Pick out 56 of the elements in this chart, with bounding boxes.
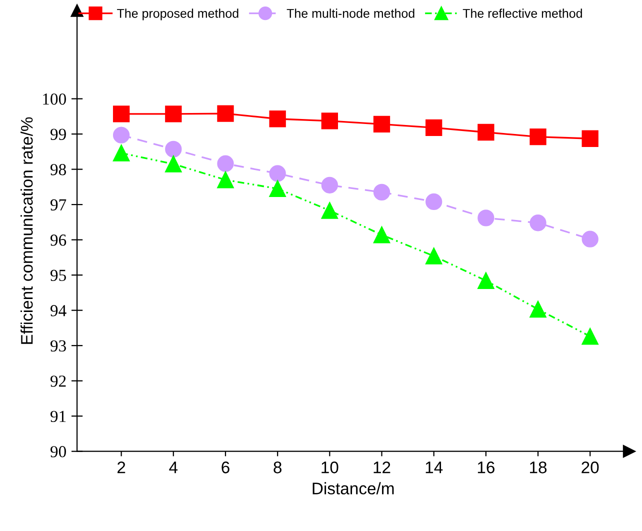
x-tick-label: 4 xyxy=(169,462,178,474)
y-tick-label: 92 xyxy=(50,376,66,387)
x-tick-label: 10 xyxy=(322,462,338,474)
point xyxy=(217,172,234,188)
point xyxy=(478,272,494,290)
point xyxy=(321,202,338,219)
point xyxy=(478,124,494,141)
legend-label: The proposed method xyxy=(117,8,238,20)
point xyxy=(165,140,182,158)
x-axis-title: Distance/m xyxy=(312,482,394,494)
point xyxy=(426,119,442,136)
point xyxy=(530,214,546,232)
y-tick-label: 99 xyxy=(50,128,66,140)
y-tick-label: 98 xyxy=(50,164,66,176)
point xyxy=(426,248,442,264)
point xyxy=(165,106,182,122)
point xyxy=(269,165,286,182)
x-tick-label: 16 xyxy=(478,462,494,474)
point xyxy=(321,176,338,194)
point xyxy=(269,180,286,198)
y-tick-label: 94 xyxy=(50,305,66,316)
x-tick-label: 2 xyxy=(118,462,126,474)
point xyxy=(373,116,390,132)
point xyxy=(373,184,390,201)
y-tick-label: 95 xyxy=(50,270,66,282)
x-tick-label: 8 xyxy=(274,462,282,474)
point xyxy=(582,230,598,248)
point xyxy=(165,156,182,172)
point xyxy=(269,110,286,128)
point xyxy=(582,130,598,147)
point xyxy=(478,210,494,226)
y-tick-label: 100 xyxy=(43,93,66,105)
y-tick-label: 93 xyxy=(50,340,66,352)
point xyxy=(217,105,234,122)
x-tick-label: 6 xyxy=(222,462,230,474)
y-tick-label: 96 xyxy=(50,234,66,246)
x-tick-label: 20 xyxy=(582,462,599,474)
point xyxy=(112,106,130,122)
x-tick-label: 14 xyxy=(426,462,443,474)
point xyxy=(112,144,130,162)
y-tick-label: 97 xyxy=(50,199,66,210)
point xyxy=(112,126,130,144)
x-tick-label: 18 xyxy=(530,462,547,474)
x-tick-label: 12 xyxy=(374,462,390,474)
y-tick-label: 90 xyxy=(50,446,66,458)
point xyxy=(373,226,390,244)
point xyxy=(582,328,598,345)
point xyxy=(426,193,442,210)
legend-label: The reflective method xyxy=(462,8,582,18)
legend-label: The multi-node method xyxy=(286,8,414,18)
point xyxy=(321,112,338,130)
point xyxy=(530,300,546,318)
y-axis-title: Efficient communication rate/% xyxy=(20,117,33,344)
y-tick-label: 91 xyxy=(50,410,66,422)
point xyxy=(217,155,234,172)
point xyxy=(530,128,546,146)
